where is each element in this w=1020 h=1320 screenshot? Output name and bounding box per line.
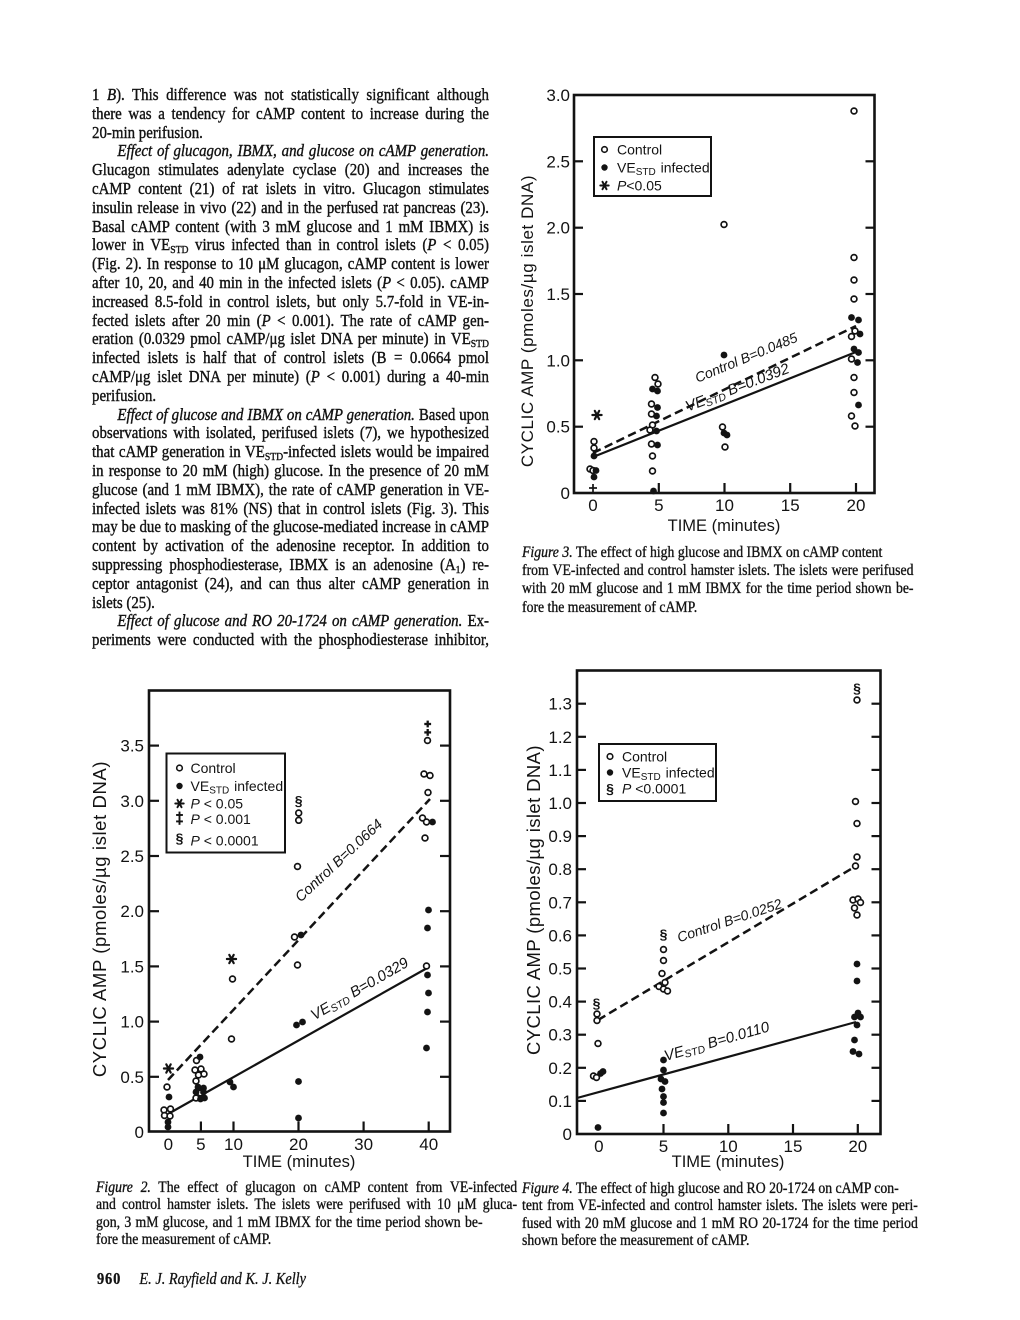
- svg-text:0.6: 0.6: [548, 926, 572, 945]
- svg-text:20: 20: [289, 1135, 308, 1154]
- svg-text:CYCLIC AMP (pmoles/µg islet DN: CYCLIC AMP (pmoles/µg islet DNA): [523, 745, 544, 1055]
- svg-text:2.5: 2.5: [120, 847, 144, 866]
- svg-text:5: 5: [654, 496, 663, 515]
- svg-text:VESTD infected: VESTD infected: [617, 160, 710, 179]
- svg-text:3.0: 3.0: [120, 792, 144, 811]
- svg-text:0.1: 0.1: [548, 1092, 572, 1111]
- svg-text:Control: Control: [617, 142, 662, 158]
- svg-text:15: 15: [781, 496, 800, 515]
- svg-text:0.4: 0.4: [548, 993, 572, 1012]
- svg-text:0.5: 0.5: [120, 1068, 144, 1087]
- svg-text:Control: Control: [622, 749, 667, 765]
- svg-text:30: 30: [354, 1135, 373, 1154]
- svg-text:5: 5: [196, 1135, 205, 1154]
- svg-text:3.5: 3.5: [120, 737, 144, 756]
- svg-text:TIME (minutes): TIME (minutes): [672, 1153, 785, 1171]
- svg-text:P < 0.05: P < 0.05: [191, 796, 244, 812]
- svg-text:2.0: 2.0: [120, 902, 144, 921]
- svg-text:P <0.0001: P <0.0001: [622, 781, 686, 797]
- svg-text:§: §: [295, 793, 303, 809]
- svg-text:0.5: 0.5: [548, 960, 572, 979]
- svg-text:1.0: 1.0: [546, 351, 570, 370]
- svg-text:0: 0: [561, 484, 570, 503]
- svg-text:1.2: 1.2: [548, 728, 572, 747]
- svg-text:20: 20: [847, 496, 866, 515]
- svg-text:P<0.05: P<0.05: [617, 178, 662, 194]
- svg-text:TIME (minutes): TIME (minutes): [668, 517, 781, 535]
- svg-text:10: 10: [719, 1137, 738, 1156]
- svg-text:1.0: 1.0: [548, 794, 572, 813]
- svg-text:CYCLIC AMP (pmoles/µg islet DN: CYCLIC AMP (pmoles/µg islet DNA): [89, 761, 110, 1077]
- svg-text:§: §: [853, 680, 861, 696]
- svg-text:P < 0.0001: P < 0.0001: [191, 833, 259, 849]
- svg-text:1.0: 1.0: [120, 1013, 144, 1032]
- svg-text:0.2: 0.2: [548, 1059, 572, 1078]
- svg-text:40: 40: [419, 1135, 438, 1154]
- svg-text:CYCLIC AMP (pmoles/µg islet DN: CYCLIC AMP (pmoles/µg islet DNA): [518, 175, 537, 467]
- svg-text:§: §: [176, 830, 184, 846]
- svg-text:15: 15: [784, 1137, 803, 1156]
- svg-text:§: §: [660, 926, 668, 942]
- svg-text:VESTD B=0.0329: VESTD B=0.0329: [308, 954, 413, 1025]
- svg-text:0.3: 0.3: [548, 1026, 572, 1045]
- svg-text:1.5: 1.5: [546, 285, 570, 304]
- svg-text:2.0: 2.0: [546, 219, 570, 238]
- svg-text:Control B=0.0252: Control B=0.0252: [675, 895, 784, 945]
- svg-text:1.3: 1.3: [548, 695, 572, 714]
- svg-text:0: 0: [135, 1123, 144, 1142]
- svg-text:VESTD infected: VESTD infected: [191, 778, 284, 797]
- svg-text:§: §: [606, 781, 614, 797]
- svg-text:10: 10: [224, 1135, 243, 1154]
- svg-text:0.5: 0.5: [546, 418, 570, 437]
- svg-text:10: 10: [715, 496, 734, 515]
- svg-text:TIME (minutes): TIME (minutes): [243, 1153, 356, 1171]
- svg-text:0: 0: [588, 496, 597, 515]
- svg-text:VESTD infected: VESTD infected: [622, 765, 715, 784]
- svg-text:2.5: 2.5: [546, 152, 570, 171]
- svg-text:5: 5: [659, 1137, 668, 1156]
- svg-text:§: §: [593, 995, 601, 1011]
- svg-text:0.8: 0.8: [548, 860, 572, 879]
- svg-text:Control: Control: [191, 760, 236, 776]
- svg-text:1.1: 1.1: [548, 761, 572, 780]
- svg-text:1.5: 1.5: [120, 957, 144, 976]
- svg-text:P < 0.001: P < 0.001: [191, 811, 252, 827]
- svg-text:0: 0: [563, 1125, 572, 1144]
- svg-text:20: 20: [848, 1137, 867, 1156]
- svg-text:3.0: 3.0: [546, 86, 570, 105]
- svg-text:0: 0: [594, 1137, 603, 1156]
- svg-text:0: 0: [164, 1135, 173, 1154]
- svg-text:0.9: 0.9: [548, 827, 572, 846]
- svg-text:0.7: 0.7: [548, 893, 572, 912]
